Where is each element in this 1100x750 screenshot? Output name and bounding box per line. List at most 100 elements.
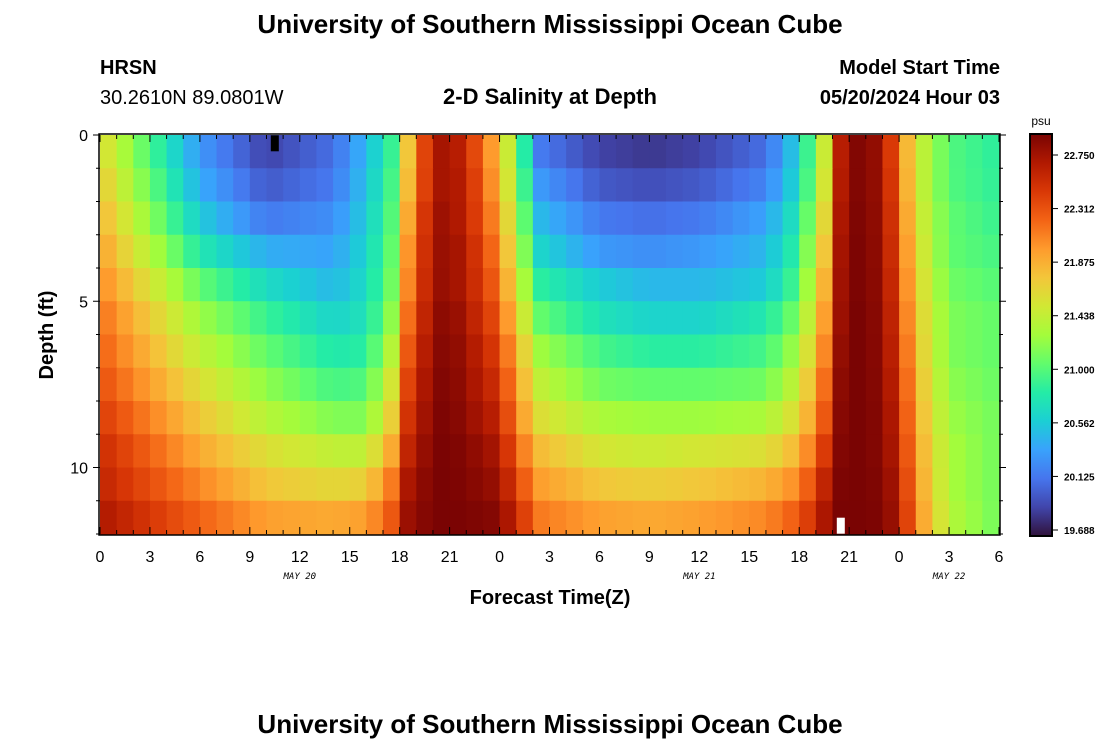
heatmap-cell — [199, 135, 218, 169]
heatmap-cell — [416, 467, 434, 502]
heatmap-cell — [183, 467, 201, 502]
heatmap-cell — [516, 401, 534, 435]
heatmap-cell — [316, 500, 334, 535]
heatmap-cell — [449, 367, 467, 402]
heatmap-cell — [749, 334, 767, 369]
heatmap-cell — [349, 234, 367, 269]
heatmap-cell — [932, 301, 950, 336]
heatmap-cell — [815, 135, 834, 169]
heatmap-cell — [749, 268, 767, 302]
x-tick-label: 15 — [740, 549, 758, 566]
heatmap-cell — [899, 301, 917, 336]
heatmap-cell — [699, 500, 717, 535]
heatmap-cell — [782, 401, 800, 435]
heatmap-cell — [899, 268, 917, 302]
heatmap-cell — [449, 334, 467, 369]
heatmap-cell — [549, 434, 567, 469]
heatmap-cell — [449, 301, 467, 336]
heatmap-cell — [915, 467, 934, 502]
heatmap-cell — [582, 367, 601, 402]
heatmap-cell — [799, 401, 817, 435]
heatmap-cell — [649, 401, 667, 435]
heatmap-cell — [166, 500, 184, 535]
heatmap-cell — [116, 434, 134, 469]
heatmap-cell — [865, 367, 884, 402]
heatmap-cell — [699, 234, 717, 269]
heatmap-cell — [599, 168, 617, 203]
heatmap-cell — [349, 467, 367, 502]
heatmap-cell — [549, 334, 567, 369]
heatmap-cell — [666, 334, 684, 369]
heatmap-cell — [682, 168, 700, 203]
heatmap-cell — [899, 168, 917, 203]
heatmap-cell — [266, 135, 284, 169]
heatmap-cell — [566, 334, 584, 369]
heatmap-cell — [466, 334, 484, 369]
heatmap-cell — [366, 500, 384, 535]
heatmap-cell — [183, 334, 201, 369]
heatmap-cell — [199, 301, 218, 336]
heatmap-cell — [865, 334, 884, 369]
heatmap-cell — [699, 367, 717, 402]
heatmap-cell — [100, 334, 118, 369]
heatmap-cell — [699, 334, 717, 369]
heatmap-cell — [566, 234, 584, 269]
heatmap-cell — [233, 367, 251, 402]
heatmap-cell — [749, 234, 767, 269]
heatmap-cell — [815, 201, 834, 236]
heatmap-cell — [782, 201, 800, 236]
heatmap-cell — [815, 268, 834, 302]
heatmap-cell — [499, 334, 517, 369]
heatmap-cell — [865, 135, 884, 169]
heatmap-cell — [532, 268, 551, 302]
heatmap-cell — [482, 334, 501, 369]
heatmap-cell — [965, 201, 983, 236]
heatmap-cell — [216, 467, 234, 502]
heatmap-cell — [666, 234, 684, 269]
heatmap-cell — [599, 367, 617, 402]
x-tick-label: 3 — [145, 549, 154, 566]
heatmap-cell — [333, 434, 351, 469]
heatmap-cell — [383, 201, 401, 236]
heatmap-cell — [482, 135, 501, 169]
heatmap-cell — [915, 500, 934, 535]
heatmap-cell — [965, 367, 983, 402]
heatmap-cell — [516, 234, 534, 269]
heatmap-cell — [432, 401, 451, 435]
x-date-label: MAY 21 — [682, 572, 716, 582]
heatmap-cell — [849, 367, 867, 402]
heatmap-marker — [270, 135, 279, 152]
heatmap-cell — [832, 201, 850, 236]
heatmap-cell — [765, 500, 784, 535]
heatmap-cell — [649, 135, 667, 169]
heatmap-cell — [982, 135, 1000, 169]
heatmap-cell — [233, 268, 251, 302]
x-tick-label: 0 — [96, 549, 105, 566]
heatmap-cell — [715, 268, 734, 302]
heatmap-cell — [216, 500, 234, 535]
heatmap-cell — [333, 201, 351, 236]
heatmap-cell — [949, 500, 967, 535]
heatmap-cell — [982, 401, 1000, 435]
heatmap-cell — [183, 168, 201, 203]
heatmap-cell — [815, 367, 834, 402]
heatmap-cell — [333, 334, 351, 369]
heatmap-cell — [549, 201, 567, 236]
heatmap-cell — [715, 401, 734, 435]
heatmap-cell — [333, 500, 351, 535]
heatmap-cell — [632, 401, 650, 435]
heatmap-cell — [682, 334, 700, 369]
heatmap-cell — [849, 401, 867, 435]
heatmap-cell — [849, 168, 867, 203]
heatmap-cell — [366, 234, 384, 269]
heatmap-cell — [266, 234, 284, 269]
x-axis-label: Forecast Time(Z) — [470, 587, 631, 609]
heatmap-cell — [149, 168, 168, 203]
heatmap-cell — [416, 301, 434, 336]
heatmap-cell — [649, 168, 667, 203]
heatmap-cell — [832, 467, 850, 502]
heatmap-cell — [765, 301, 784, 336]
heatmap-cell — [799, 268, 817, 302]
heatmap-cell — [982, 301, 1000, 336]
heatmap-cell — [815, 467, 834, 502]
